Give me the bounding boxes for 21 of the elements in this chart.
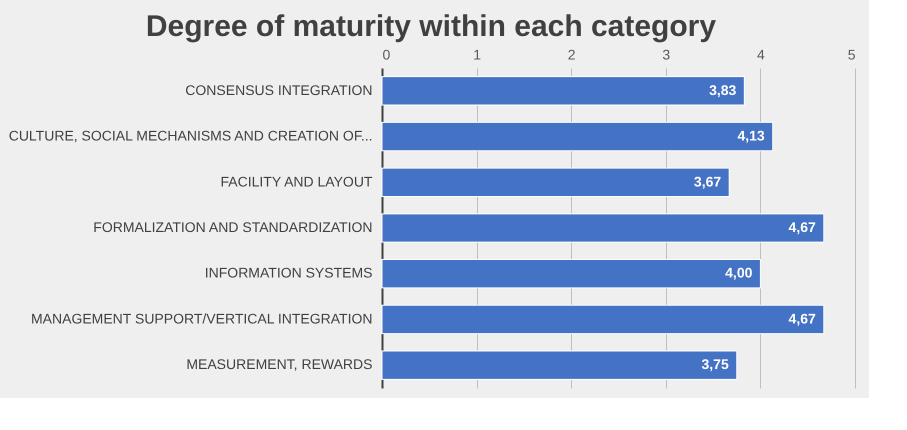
x-tick-label: 3: [662, 46, 670, 62]
data-label: 4,00: [725, 264, 753, 281]
x-tick-label: 2: [568, 46, 576, 62]
y-tick-label: FACILITY AND LAYOUT: [220, 173, 373, 190]
y-tick-label: INFORMATION SYSTEMS: [204, 264, 372, 281]
data-label: 4,67: [788, 310, 816, 326]
y-tick-label: CONSENSUS INTEGRATION: [185, 82, 372, 98]
y-tick-label: FORMALIZATION AND STANDARDIZATION: [93, 219, 372, 235]
chart-title: Degree of maturity within each category: [146, 10, 716, 43]
x-tick-label: 0: [382, 46, 390, 62]
data-label: 3,75: [702, 356, 729, 372]
y-tick-label: MANAGEMENT SUPPORT/VERTICAL INTEGRATION: [31, 310, 372, 326]
data-label: 4,13: [737, 128, 765, 144]
x-tick-label: 5: [848, 46, 856, 62]
y-tick-label: MEASUREMENT, REWARDS: [186, 356, 372, 372]
data-label: 4,67: [788, 219, 816, 235]
x-tick-label: 1: [473, 46, 482, 62]
data-label: 3,83: [709, 82, 737, 98]
data-label: 3,67: [694, 173, 722, 190]
y-tick-label: CULTURE, SOCIAL MECHANISMS AND CREATION OF...: [8, 128, 372, 144]
x-tick-label: 4: [757, 46, 765, 62]
